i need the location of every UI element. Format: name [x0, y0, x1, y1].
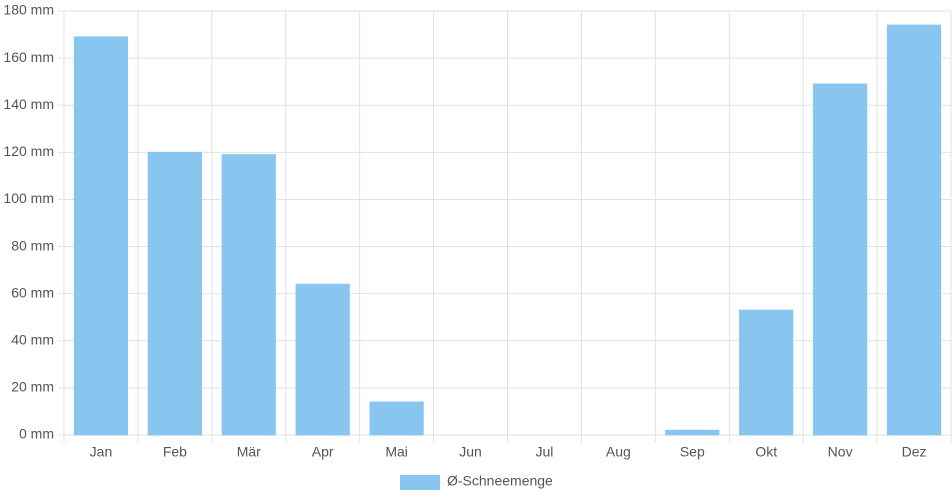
bar [665, 429, 720, 436]
y-tick-label: 180 mm [3, 2, 54, 18]
legend-swatch [400, 475, 440, 490]
bar [739, 309, 794, 436]
x-tick-label: Mär [237, 444, 261, 460]
legend-label: Ø-Schneemenge [447, 473, 553, 489]
bar [295, 283, 350, 436]
x-tick-label: Jan [90, 444, 113, 460]
x-tick-label: Okt [755, 444, 777, 460]
y-tick-label: 60 mm [11, 284, 54, 300]
bar [886, 24, 942, 436]
bar [813, 83, 868, 436]
y-tick-label: 120 mm [3, 143, 54, 159]
y-tick-label: 140 mm [3, 96, 54, 112]
x-tick-label: Apr [312, 444, 334, 460]
bar [73, 36, 129, 436]
y-tick-label: 80 mm [11, 237, 54, 253]
bar [369, 401, 424, 436]
y-tick-label: 0 mm [19, 426, 54, 442]
x-tick-label: Nov [828, 444, 853, 460]
bar [221, 154, 276, 436]
x-tick-label: Aug [606, 444, 631, 460]
x-tick-label: Jul [536, 444, 554, 460]
y-tick-label: 20 mm [11, 379, 54, 395]
bar [147, 151, 202, 436]
y-tick-label: 40 mm [11, 331, 54, 347]
x-tick-label: Dez [902, 444, 927, 460]
x-tick-label: Jun [459, 444, 482, 460]
y-tick-label: 100 mm [3, 190, 54, 206]
x-tick-label: Mai [385, 444, 408, 460]
x-tick-label: Feb [163, 444, 187, 460]
x-tick-label: Sep [680, 444, 705, 460]
y-tick-label: 160 mm [3, 49, 54, 65]
